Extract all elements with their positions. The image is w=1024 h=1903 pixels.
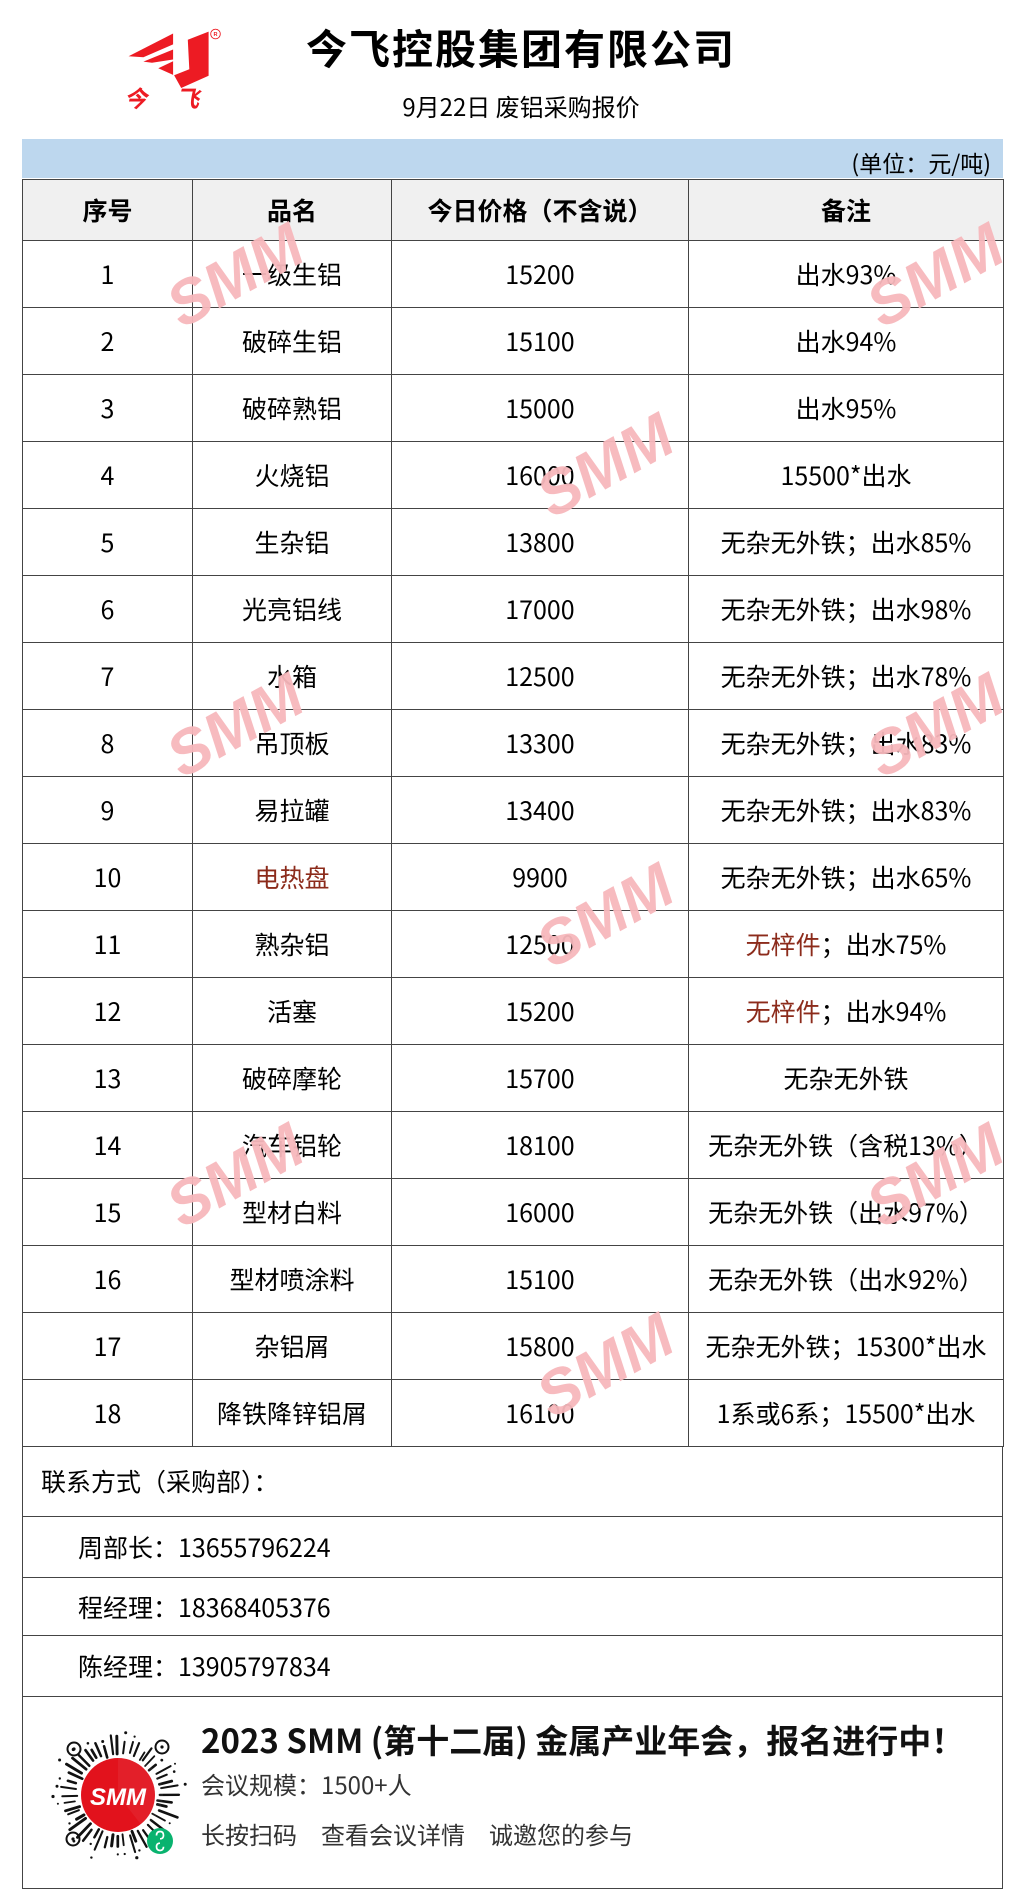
svg-text:SMM: SMM: [90, 1784, 147, 1811]
